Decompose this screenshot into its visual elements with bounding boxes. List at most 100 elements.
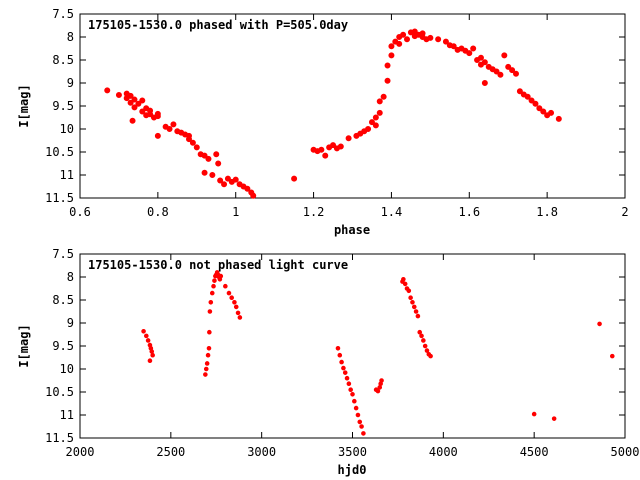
data-point xyxy=(213,151,220,158)
data-point xyxy=(129,117,136,124)
data-point xyxy=(345,135,352,142)
data-point xyxy=(144,333,149,339)
data-point xyxy=(359,424,364,429)
data-point xyxy=(419,30,426,37)
data-point xyxy=(226,290,232,296)
data-point xyxy=(355,412,361,418)
data-point xyxy=(203,366,209,372)
x-tick-label: 4500 xyxy=(520,445,549,459)
data-point xyxy=(322,152,329,159)
y-tick-label: 11.5 xyxy=(45,191,74,205)
data-point xyxy=(147,358,153,364)
data-point xyxy=(212,278,217,283)
y-tick-label: 11.5 xyxy=(45,431,74,445)
x-tick-label: 2 xyxy=(621,205,628,219)
data-point xyxy=(516,88,523,95)
x-tick-label: 1 xyxy=(232,205,239,219)
data-point xyxy=(375,388,381,394)
y-tick-label: 7.5 xyxy=(52,7,74,21)
data-point xyxy=(154,110,161,117)
x-axis-ticks: 0.6 0.8 1 1.2 1.4 1.6 1.8 2 xyxy=(69,14,629,219)
data-point xyxy=(233,304,239,310)
data-point xyxy=(501,52,508,59)
y-tick-label: 9 xyxy=(67,76,74,90)
data-point xyxy=(524,93,531,100)
data-point xyxy=(377,385,383,390)
x-tick-label: 1.8 xyxy=(536,205,558,219)
data-point xyxy=(372,114,379,121)
data-point xyxy=(218,273,224,279)
y-tick-label: 11 xyxy=(60,408,74,422)
data-point xyxy=(135,100,142,107)
data-point xyxy=(209,171,216,178)
data-point xyxy=(127,92,134,99)
data-point xyxy=(335,345,341,351)
data-point xyxy=(442,38,449,45)
data-point xyxy=(193,144,200,151)
data-point xyxy=(346,381,352,387)
data-point xyxy=(154,132,161,139)
data-point xyxy=(353,405,359,411)
data-point xyxy=(352,398,357,404)
data-point xyxy=(185,136,192,143)
data-point xyxy=(131,96,138,103)
data-point xyxy=(215,160,222,167)
data-point xyxy=(372,122,379,129)
x-tick-label: 5000 xyxy=(611,445,640,459)
data-point xyxy=(206,345,212,351)
data-point xyxy=(149,349,155,354)
data-point xyxy=(379,378,384,383)
data-point xyxy=(170,121,177,128)
data-point xyxy=(337,352,343,358)
x-tick-label: 2500 xyxy=(156,445,185,459)
data-point xyxy=(217,177,224,184)
y-tick-label: 8 xyxy=(67,30,74,44)
data-point xyxy=(415,313,421,319)
y-tick-label: 9 xyxy=(67,316,74,330)
x-tick-label: 4000 xyxy=(429,445,458,459)
data-point xyxy=(344,375,350,381)
data-point xyxy=(361,431,366,436)
data-point xyxy=(419,333,424,339)
y-axis-ticks: 7.5 8 8.5 9 9.5 10 10.5 11 11.5 xyxy=(45,7,625,205)
data-point xyxy=(477,54,484,61)
data-point xyxy=(548,109,555,116)
data-point xyxy=(609,353,615,359)
y-tick-label: 10 xyxy=(60,362,74,376)
phased-light-curve-panel: 7.5 8 8.5 9 9.5 10 10.5 11 11.5 0.6 0.8 1 1.2 1.4 1.6… xyxy=(17,7,629,237)
data-point xyxy=(540,108,547,115)
data-point xyxy=(401,276,406,282)
x-axis-ticks: 2000 2500 3000 3500 4000 4500 5000 xyxy=(66,254,640,459)
data-point xyxy=(417,329,423,335)
data-point xyxy=(493,68,500,75)
y-tick-label: 10.5 xyxy=(45,385,74,399)
x-tick-label: 3000 xyxy=(247,445,276,459)
data-point xyxy=(408,295,413,301)
data-point xyxy=(531,411,537,417)
y-tick-label: 8.5 xyxy=(52,293,74,307)
data-point xyxy=(232,299,237,305)
data-point xyxy=(384,62,391,69)
data-point xyxy=(139,97,146,104)
data-point xyxy=(505,63,512,70)
data-point xyxy=(428,353,433,359)
data-point xyxy=(330,142,337,149)
y-axis-label: I[mag] xyxy=(17,324,31,367)
data-point xyxy=(147,111,154,118)
data-point xyxy=(450,43,457,50)
data-point xyxy=(235,310,241,316)
data-point xyxy=(410,299,415,305)
data-point xyxy=(115,91,122,98)
data-point xyxy=(224,175,231,182)
y-axis-ticks: 7.5 8 8.5 9 9.5 10 10.5 11 11.5 xyxy=(45,247,625,445)
data-point xyxy=(203,372,208,377)
data-point xyxy=(435,36,442,43)
data-point xyxy=(348,387,353,393)
data-point xyxy=(350,391,355,397)
data-point xyxy=(376,109,383,116)
data-point xyxy=(555,115,562,122)
data-point xyxy=(318,146,325,153)
y-tick-label: 9.5 xyxy=(52,99,74,113)
